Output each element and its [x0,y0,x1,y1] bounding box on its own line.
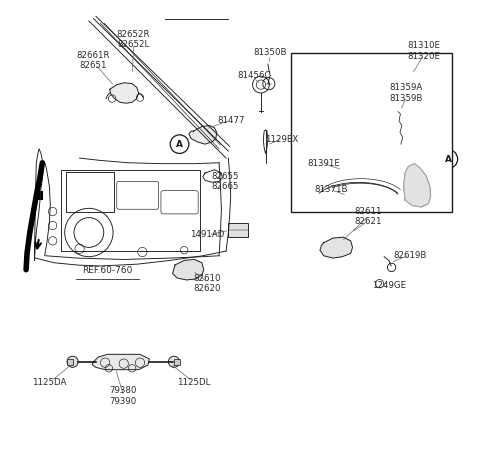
Polygon shape [404,164,431,207]
Text: 82661R
82651: 82661R 82651 [77,51,110,70]
Text: 82652R
82652L: 82652R 82652L [116,30,150,49]
Text: A: A [176,140,183,149]
Circle shape [170,135,189,153]
Polygon shape [110,83,139,103]
Bar [67,359,73,365]
Text: 82611
82621: 82611 82621 [354,206,382,226]
Bar [291,53,452,212]
Text: 1125DL: 1125DL [177,378,210,387]
Text: 1491AD: 1491AD [190,230,225,239]
Text: 1129EX: 1129EX [265,135,299,144]
Text: 79380
79390: 79380 79390 [109,386,136,406]
Text: A: A [445,154,452,164]
Polygon shape [173,259,204,280]
Polygon shape [320,237,352,258]
Bar [228,223,248,237]
Bar [61,170,201,251]
Circle shape [417,192,426,201]
Text: 81371B: 81371B [314,185,348,194]
Circle shape [439,150,457,168]
Text: 81359A
81359B: 81359A 81359B [390,83,423,103]
Bar [37,191,43,200]
Circle shape [67,356,78,367]
Text: REF.60-760: REF.60-760 [82,266,132,275]
Bar [174,359,180,365]
Text: 81456C: 81456C [237,71,271,80]
Text: 82655
82665: 82655 82665 [211,172,239,191]
Text: 81310E
81320E: 81310E 81320E [407,41,440,61]
Text: 82610
82620: 82610 82620 [194,274,221,293]
Text: 1125DA: 1125DA [32,378,67,387]
Text: 81477: 81477 [217,116,244,126]
Text: 81391E: 81391E [307,159,340,168]
Polygon shape [189,126,217,144]
Circle shape [410,179,425,193]
Text: 82619B: 82619B [393,251,426,260]
Text: 81350B: 81350B [253,47,287,57]
Text: 1249GE: 1249GE [372,281,406,291]
Polygon shape [92,354,149,370]
Bar [66,172,114,212]
Circle shape [168,356,180,367]
Circle shape [409,169,420,180]
